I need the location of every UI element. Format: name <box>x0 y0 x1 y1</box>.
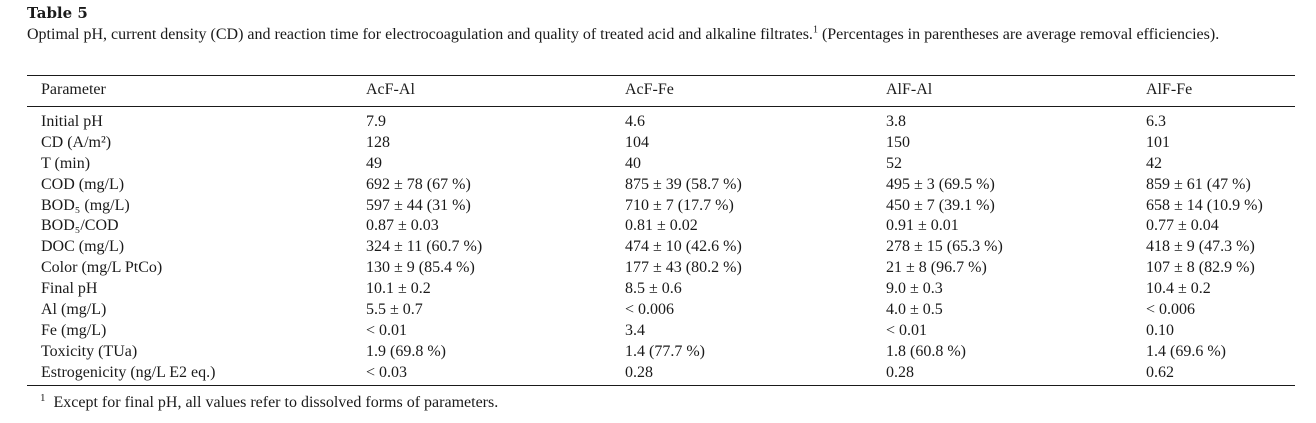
header-acf-fe: AcF-Fe <box>625 81 674 98</box>
table-row: DOC (mg/L) 324 ± 11 (60.7 %) 474 ± 10 (4… <box>0 237 1316 258</box>
cell-acf-fe: < 0.006 <box>625 301 675 319</box>
footnote-text: Except for final pH, all values refer to… <box>53 394 499 411</box>
table-top-rule <box>27 75 1295 76</box>
cell-alf-al: 150 <box>886 133 910 151</box>
cell-acf-al: 5.5 ± 0.7 <box>366 301 423 319</box>
cell-acf-fe: 0.81 ± 0.02 <box>625 217 698 235</box>
table-bottom-rule <box>27 385 1295 386</box>
cell-alf-al: 0.91 ± 0.01 <box>886 217 959 235</box>
cell-alf-al: 4.0 ± 0.5 <box>886 301 943 319</box>
table-row: CD (A/m²) 128 104 150 101 <box>0 133 1316 154</box>
cell-acf-al: < 0.03 <box>366 363 408 381</box>
row-parameter: BOD₅/COD <box>41 217 119 235</box>
table-label: Table 5 <box>27 4 88 22</box>
table-row: COD (mg/L) 692 ± 78 (67 %) 875 ± 39 (58.… <box>0 175 1316 196</box>
table-row: BOD₅ (mg/L) 597 ± 44 (31 %) 710 ± 7 (17.… <box>0 196 1316 217</box>
cell-alf-fe: 658 ± 14 (10.9 %) <box>1146 196 1263 214</box>
cell-alf-al: 495 ± 3 (69.5 %) <box>886 175 995 193</box>
cell-alf-fe: 418 ± 9 (47.3 %) <box>1146 238 1255 256</box>
cell-acf-al: 128 <box>366 133 390 151</box>
cell-acf-fe: 104 <box>625 133 649 151</box>
table-footnote: 1 Except for final pH, all values refer t… <box>40 391 499 413</box>
table-caption: Optimal pH, current density (CD) and rea… <box>27 25 1302 44</box>
row-parameter: DOC (mg/L) <box>41 238 125 256</box>
row-parameter: T (min) <box>41 154 91 172</box>
table-row: Toxicity (TUa) 1.9 (69.8 %) 1.4 (77.7 %)… <box>0 342 1316 363</box>
cell-alf-al: 9.0 ± 0.3 <box>886 280 943 298</box>
cell-acf-al: 0.87 ± 0.03 <box>366 217 439 235</box>
cell-alf-fe: 859 ± 61 (47 %) <box>1146 175 1251 193</box>
header-alf-al: AlF-Al <box>886 81 933 98</box>
row-parameter: CD (A/m²) <box>41 133 112 151</box>
cell-alf-fe: 101 <box>1146 133 1170 151</box>
cell-acf-al: 1.9 (69.8 %) <box>366 342 446 360</box>
cell-acf-al: 7.9 <box>366 113 386 130</box>
row-parameter: Fe (mg/L) <box>41 321 107 339</box>
table-row: T (min) 49 40 52 42 <box>0 154 1316 175</box>
row-parameter: COD (mg/L) <box>41 175 125 193</box>
cell-acf-fe: 8.5 ± 0.6 <box>625 280 682 298</box>
cell-acf-al: 10.1 ± 0.2 <box>366 280 431 298</box>
cell-acf-al: < 0.01 <box>366 321 408 339</box>
cell-acf-al: 692 ± 78 (67 %) <box>366 175 471 193</box>
row-parameter: Estrogenicity (ng/L E2 eq.) <box>41 363 216 381</box>
header-parameter: Parameter <box>41 81 106 98</box>
cell-alf-fe: 10.4 ± 0.2 <box>1146 280 1211 298</box>
caption-text: Optimal pH, current density (CD) and rea… <box>27 26 813 43</box>
table-header-rule <box>27 106 1295 107</box>
cell-acf-fe: 710 ± 7 (17.7 %) <box>625 196 734 214</box>
row-parameter: Al (mg/L) <box>41 301 107 319</box>
cell-alf-fe: 0.10 <box>1146 321 1174 339</box>
row-parameter: BOD₅ (mg/L) <box>41 196 130 214</box>
cell-alf-al: 278 ± 15 (65.3 %) <box>886 238 1003 256</box>
table-body: Initial pH 7.9 4.6 3.8 6.3 CD (A/m²) 128… <box>0 112 1316 384</box>
cell-alf-al: 52 <box>886 154 902 172</box>
cell-acf-fe: 4.6 <box>625 113 645 130</box>
cell-acf-al: 324 ± 11 (60.7 %) <box>366 238 483 256</box>
cell-alf-al: 0.28 <box>886 363 914 381</box>
cell-alf-fe: 42 <box>1146 154 1162 172</box>
table-row: BOD₅/COD 0.87 ± 0.03 0.81 ± 0.02 0.91 ± … <box>0 216 1316 237</box>
header-alf-fe: AlF-Fe <box>1146 81 1193 98</box>
cell-acf-al: 597 ± 44 (31 %) <box>366 196 471 214</box>
cell-acf-fe: 474 ± 10 (42.6 %) <box>625 238 742 256</box>
table-row: Estrogenicity (ng/L E2 eq.) < 0.03 0.28 … <box>0 363 1316 384</box>
footnote-mark: 1 <box>40 391 46 404</box>
cell-acf-fe: 3.4 <box>625 321 645 339</box>
cell-alf-fe: 0.62 <box>1146 363 1174 381</box>
cell-alf-al: 1.8 (60.8 %) <box>886 342 966 360</box>
table-row: Initial pH 7.9 4.6 3.8 6.3 <box>0 112 1316 133</box>
cell-alf-al: 450 ± 7 (39.1 %) <box>886 196 995 214</box>
table-row: Final pH 10.1 ± 0.2 8.5 ± 0.6 9.0 ± 0.3 … <box>0 279 1316 300</box>
cell-alf-fe: 0.77 ± 0.04 <box>1146 217 1219 235</box>
cell-alf-al: < 0.01 <box>886 321 928 339</box>
row-parameter: Final pH <box>41 280 98 298</box>
row-parameter: Color (mg/L PtCo) <box>41 259 163 277</box>
table-row: Fe (mg/L) < 0.01 3.4 < 0.01 0.10 <box>0 321 1316 342</box>
cell-acf-fe: 1.4 (77.7 %) <box>625 342 705 360</box>
cell-acf-fe: 40 <box>625 154 641 172</box>
caption-note: (Percentages in parentheses are average … <box>817 26 1220 43</box>
cell-acf-fe: 875 ± 39 (58.7 %) <box>625 175 742 193</box>
header-acf-al: AcF-Al <box>366 81 415 98</box>
cell-acf-fe: 0.28 <box>625 363 653 381</box>
cell-alf-fe: 1.4 (69.6 %) <box>1146 342 1226 360</box>
cell-acf-al: 49 <box>366 154 382 172</box>
cell-alf-fe: < 0.006 <box>1146 301 1196 319</box>
cell-alf-al: 21 ± 8 (96.7 %) <box>886 259 987 277</box>
cell-alf-fe: 6.3 <box>1146 113 1166 130</box>
cell-alf-fe: 107 ± 8 (82.9 %) <box>1146 259 1255 277</box>
row-parameter: Initial pH <box>41 113 103 130</box>
caption-footnote-mark: 1 <box>812 24 818 36</box>
table-row: Color (mg/L PtCo) 130 ± 9 (85.4 %) 177 ±… <box>0 258 1316 279</box>
cell-alf-al: 3.8 <box>886 113 906 130</box>
row-parameter: Toxicity (TUa) <box>41 342 138 360</box>
table-header-row: Parameter AcF-Al AcF-Fe AlF-Al AlF-Fe <box>0 80 1316 100</box>
table-row: Al (mg/L) 5.5 ± 0.7 < 0.006 4.0 ± 0.5 < … <box>0 300 1316 321</box>
cell-acf-fe: 177 ± 43 (80.2 %) <box>625 259 742 277</box>
cell-acf-al: 130 ± 9 (85.4 %) <box>366 259 475 277</box>
